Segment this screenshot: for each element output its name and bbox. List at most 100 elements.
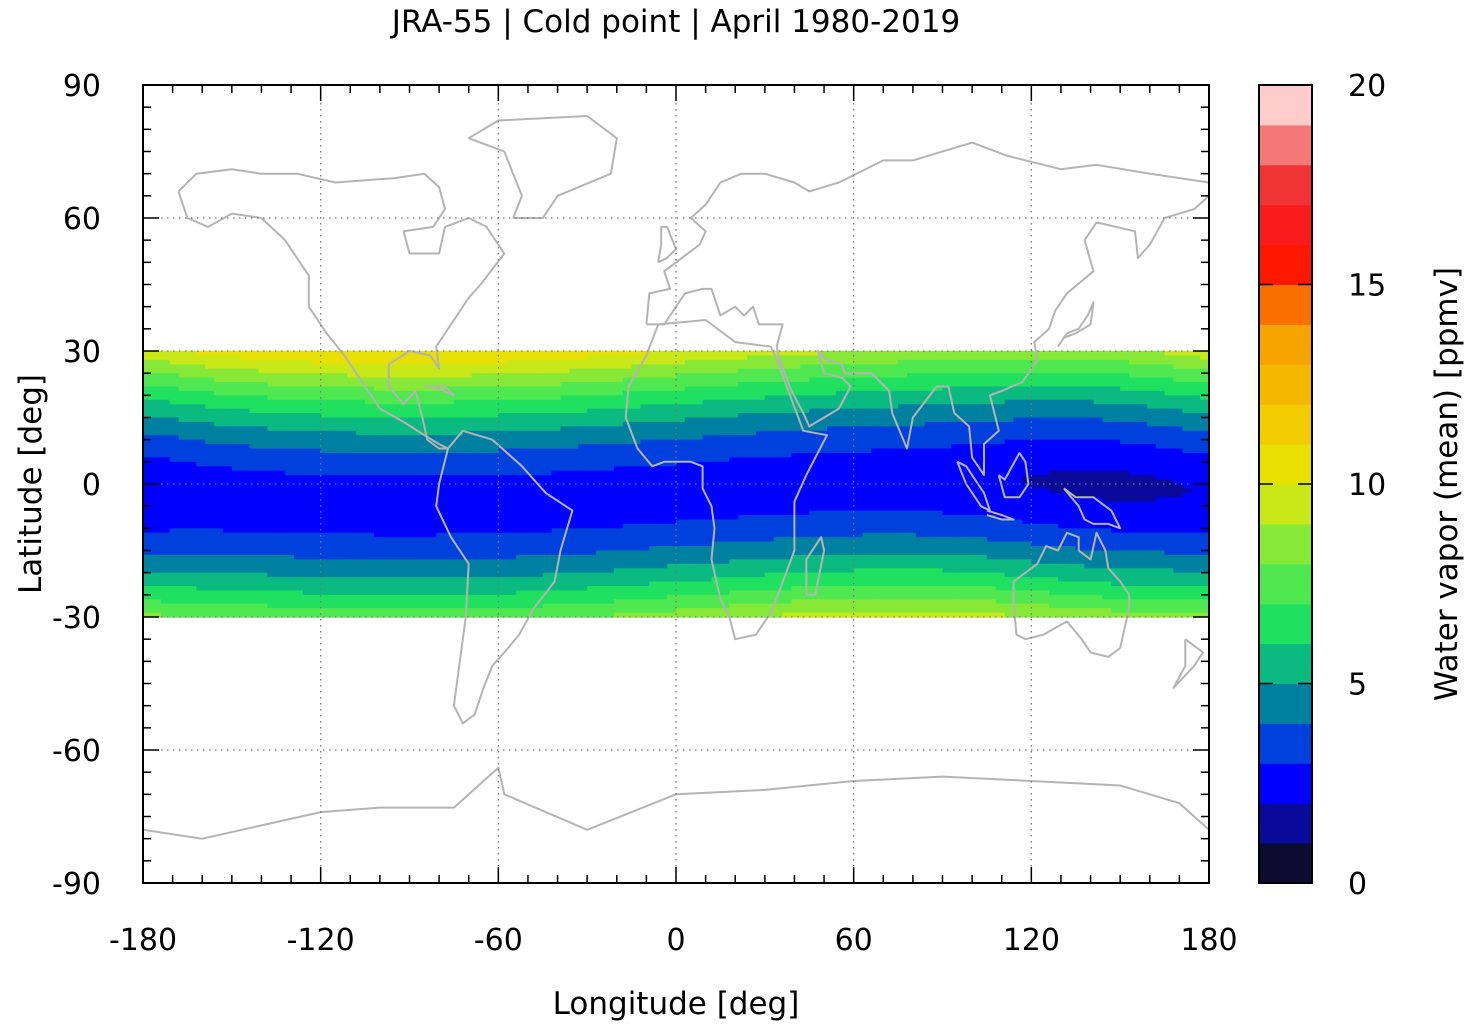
field-cell (1182, 461, 1192, 467)
field-cell (844, 399, 855, 405)
field-cell (1200, 435, 1209, 441)
field-cell (169, 377, 180, 383)
field-cell (1031, 377, 1041, 383)
field-cell (684, 466, 695, 472)
field-cell (258, 488, 268, 494)
field-cell (311, 386, 322, 392)
field-cell (1182, 510, 1192, 516)
field-cell (1057, 497, 1068, 503)
field-cell (676, 390, 686, 396)
field-cell (480, 510, 491, 516)
field-cell (169, 470, 180, 476)
field-cell (1137, 377, 1148, 383)
field-cell (1120, 377, 1130, 383)
field-cell (249, 461, 260, 467)
field-cell (1004, 395, 1015, 401)
field-cell (427, 364, 437, 370)
field-cell (747, 510, 757, 516)
field-cell (418, 523, 428, 529)
field-cell (231, 382, 242, 388)
field-cell (791, 506, 801, 512)
field-cell (827, 351, 837, 357)
field-cell (489, 484, 499, 490)
field-cell (1182, 492, 1192, 498)
field-cell (373, 444, 384, 450)
field-cell (835, 390, 846, 396)
field-cell (267, 430, 277, 436)
field-cell (1013, 408, 1024, 414)
field-cell (1200, 510, 1209, 516)
field-cell (871, 497, 881, 503)
field-cell (791, 364, 801, 370)
field-cell (338, 488, 348, 494)
field-cell (906, 364, 917, 370)
field-cell (604, 448, 615, 454)
field-cell (978, 373, 988, 379)
field-cell (818, 386, 828, 392)
field-cell (285, 461, 295, 467)
field-cell (1066, 421, 1077, 427)
field-cell (915, 408, 926, 414)
field-cell (622, 408, 633, 414)
field-cell (1049, 492, 1059, 498)
field-cell (951, 386, 961, 392)
field-cell (711, 417, 722, 423)
field-cell (1155, 390, 1166, 396)
field-cell (924, 355, 935, 361)
field-cell (267, 359, 277, 365)
field-cell (214, 364, 224, 370)
field-cell (1155, 408, 1166, 414)
field-cell (1057, 501, 1068, 507)
field-cell (906, 386, 917, 392)
field-cell (755, 382, 766, 388)
field-cell (1049, 444, 1059, 450)
field-cell (649, 532, 659, 538)
field-cell (302, 519, 313, 525)
field-cell (1102, 382, 1112, 388)
field-cell (249, 404, 260, 410)
field-cell (667, 466, 677, 472)
field-cell (835, 475, 846, 481)
field-cell (1155, 421, 1166, 427)
field-cell (160, 452, 171, 458)
field-cell (489, 523, 499, 529)
field-cell (782, 492, 793, 498)
field-cell (453, 430, 464, 436)
field-cell (222, 421, 233, 427)
field-cell (702, 475, 713, 481)
field-cell (240, 439, 251, 445)
field-cell (791, 426, 801, 432)
field-cell (791, 519, 801, 525)
field-cell (569, 377, 579, 383)
field-cell (809, 408, 819, 414)
field-cell (418, 506, 428, 512)
field-cell (347, 439, 357, 445)
field-cell (853, 395, 864, 401)
field-cell (187, 355, 197, 361)
field-cell (1093, 523, 1103, 529)
field-cell (844, 528, 855, 534)
field-cell (240, 528, 251, 534)
field-cell (773, 466, 784, 472)
field-cell (382, 523, 393, 529)
field-cell (1173, 439, 1183, 445)
field-cell (160, 399, 171, 405)
field-cell (551, 426, 562, 432)
field-cell (418, 435, 428, 441)
field-cell (267, 528, 277, 534)
field-cell (578, 364, 588, 370)
field-cell (169, 528, 180, 534)
field-cell (338, 373, 348, 379)
field-cell (1129, 523, 1139, 529)
field-cell (596, 413, 606, 419)
field-cell (365, 435, 375, 441)
field-cell (755, 488, 766, 494)
field-cell (169, 484, 180, 490)
field-cell (1040, 368, 1050, 374)
field-cell (1066, 484, 1077, 490)
field-cell (827, 523, 837, 529)
field-cell (880, 479, 890, 485)
field-cell (1111, 457, 1121, 463)
field-cell (1040, 475, 1050, 481)
field-cell (1102, 501, 1112, 507)
